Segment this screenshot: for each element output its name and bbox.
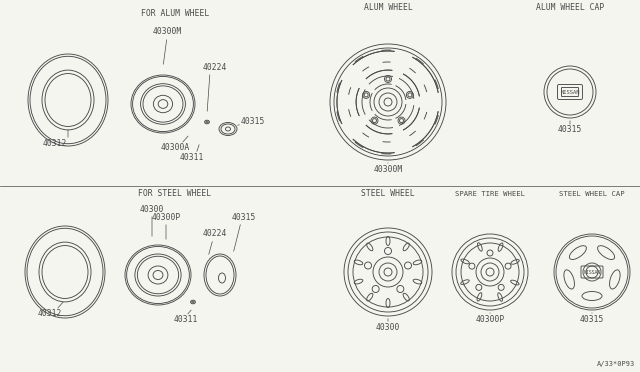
Text: FOR STEEL WHEEL: FOR STEEL WHEEL [138,189,212,199]
Text: 40300: 40300 [376,323,400,331]
Text: SPARE TIRE WHEEL: SPARE TIRE WHEEL [455,191,525,197]
Text: ALUM WHEEL CAP: ALUM WHEEL CAP [536,3,604,12]
Text: 40315: 40315 [558,125,582,135]
Text: 40315: 40315 [232,212,256,221]
Text: 40315: 40315 [241,118,265,126]
Text: 40224: 40224 [203,62,227,71]
Text: 40300M: 40300M [373,166,403,174]
Text: 40300: 40300 [140,205,164,214]
Text: NISSAN: NISSAN [584,269,600,275]
Text: 40300P: 40300P [152,212,180,221]
Text: ALUM WHEEL: ALUM WHEEL [364,3,412,12]
Text: 40300M: 40300M [152,28,182,36]
Text: 40315: 40315 [580,315,604,324]
Text: STEEL WHEEL CAP: STEEL WHEEL CAP [559,191,625,197]
Text: 40312: 40312 [38,310,62,318]
Text: 40311: 40311 [180,153,204,161]
Text: FOR ALUM WHEEL: FOR ALUM WHEEL [141,10,209,19]
Text: STEEL WHEEL: STEEL WHEEL [361,189,415,199]
Text: A/33*0P93: A/33*0P93 [596,361,635,367]
Text: NISSAN: NISSAN [560,90,580,94]
Text: 40300P: 40300P [476,315,504,324]
Text: 40224: 40224 [203,230,227,238]
Text: 40311: 40311 [174,315,198,324]
Text: 40300A: 40300A [161,142,189,151]
Text: 40312: 40312 [43,140,67,148]
